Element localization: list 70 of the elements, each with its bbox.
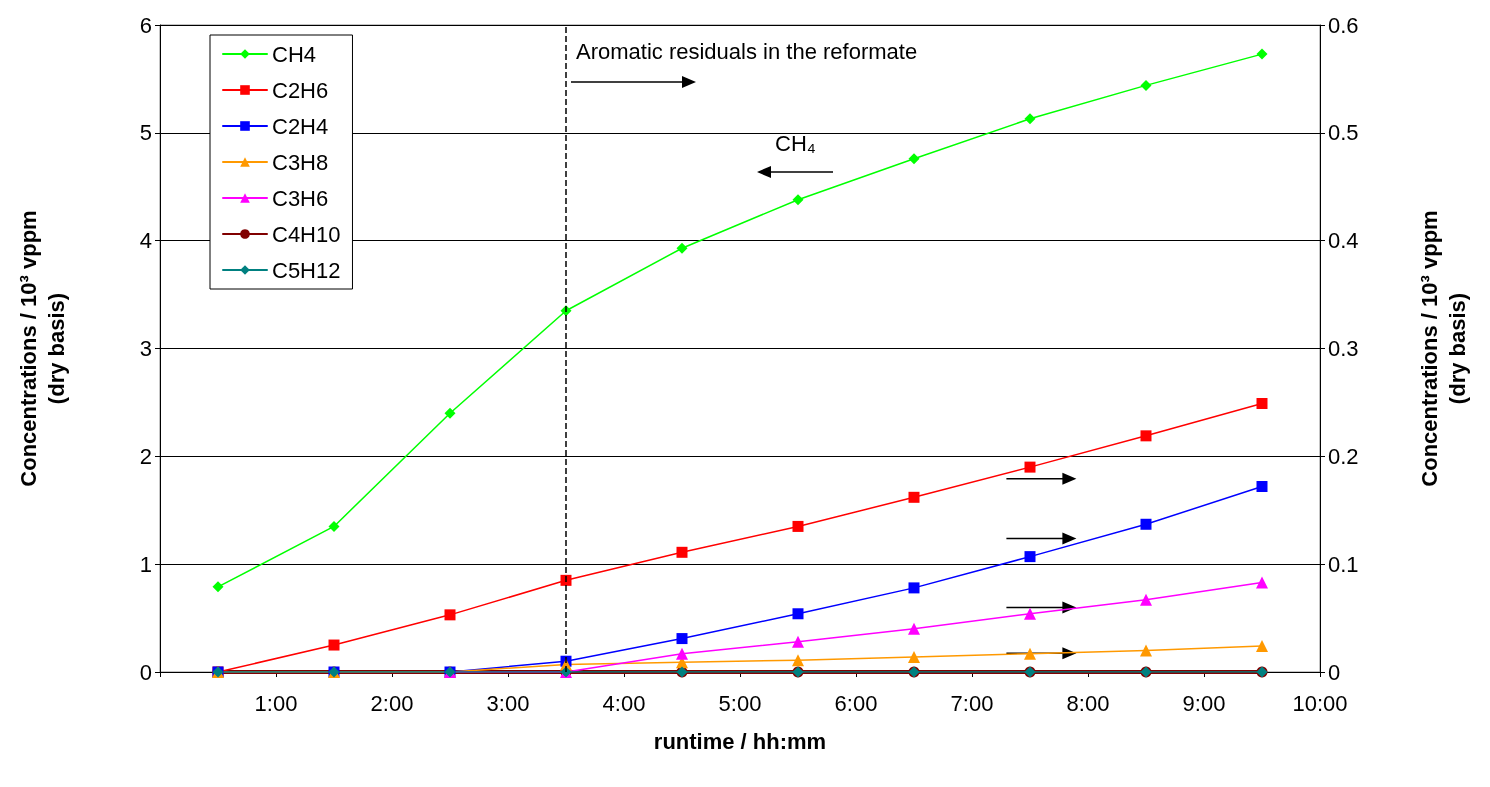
point [792,520,804,532]
y-tick-label: 3 [139,336,152,361]
y-tick-label: 0 [139,659,152,685]
legend-label: C2H6 [272,77,329,103]
point [792,654,804,667]
point [1256,481,1268,493]
point [1140,79,1152,91]
x-tick-label: 10:00 [1292,690,1348,716]
y2-tick-label: 0 [1328,659,1341,685]
point [908,491,920,503]
point [1140,518,1152,530]
point [676,242,688,254]
point [328,520,340,532]
point [444,609,456,621]
y2-tick-label: 0.4 [1328,228,1359,254]
legend-label: C5H12 [272,257,341,283]
y-axis-title: Concentrations / 10³ vppm (dry basis) [15,210,69,487]
point [908,153,920,165]
legend-label: C4H10 [272,221,341,247]
x-axis-title: runtime / hh:mm [653,728,827,754]
x-tick-label: 7:00 [950,690,994,716]
point [676,647,688,660]
point [676,546,688,558]
point [908,622,920,635]
point [1140,430,1152,442]
point [792,194,804,206]
x-tick-label: 5:00 [718,690,762,716]
point [1140,644,1152,657]
y2-tick-label: 0.1 [1328,551,1359,577]
point [1024,607,1036,620]
x-tick-label: 2:00 [370,690,414,716]
point [328,639,340,651]
point [1024,647,1036,660]
x-tick-label: 6:00 [834,690,878,716]
point [444,407,456,419]
legend-label: C3H8 [272,149,329,175]
x-tick-label: 1:00 [254,690,298,716]
point [1024,113,1036,125]
x-tick-label: 8:00 [1066,690,1110,716]
point [676,633,688,645]
y-tick-label: 2 [139,443,152,469]
x-tick-label: 4:00 [602,690,646,716]
point [1256,640,1268,653]
annotation: CH₄ [775,130,816,156]
y-tick-label: 6 [139,12,152,38]
legend-label: CH4 [272,41,317,67]
legend-label: C3H6 [272,185,329,211]
x-tick-label: 3:00 [486,690,530,716]
y2-axis-title: Concentrations / 10³ vppm (dry basis) [1416,210,1470,487]
y-tick-label: 5 [139,120,152,146]
point [908,582,920,594]
y2-tick-label: 0.6 [1328,12,1359,38]
point [1256,397,1268,409]
point [1256,576,1268,589]
point [1140,593,1152,606]
legend-label: C2H4 [272,113,329,139]
y-tick-label: 4 [139,228,152,254]
y2-tick-label: 0.5 [1328,120,1359,146]
point [792,635,804,648]
x-tick-label: 9:00 [1182,690,1226,716]
point [212,581,224,593]
point [1024,461,1036,473]
y2-tick-label: 0.3 [1328,336,1359,361]
y2-tick-label: 0.2 [1328,443,1359,469]
point [1024,551,1036,563]
point [792,608,804,620]
y-tick-label: 1 [139,551,152,577]
point [1256,48,1268,60]
ref-line-label: Aromatic residuals in the reformate [576,38,918,64]
point [908,650,920,663]
